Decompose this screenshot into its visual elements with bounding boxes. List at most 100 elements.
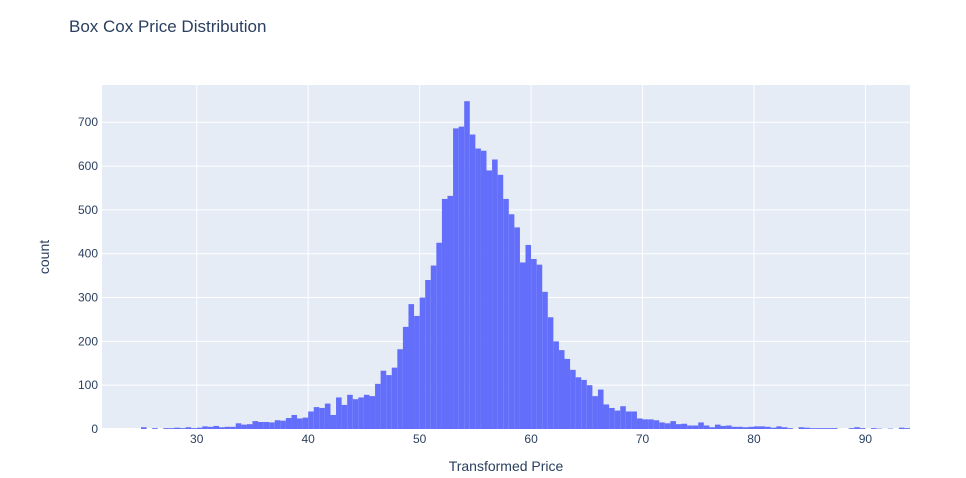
x-axis-ticks: 30 40 50 60 70 80 90 — [190, 432, 872, 446]
histogram-bar — [592, 396, 598, 429]
histogram-bar — [235, 423, 242, 429]
histogram-bar — [904, 428, 910, 429]
histogram-bar — [152, 428, 158, 429]
histogram-bar — [336, 397, 342, 429]
histogram-bar — [269, 422, 275, 429]
histogram-bar — [163, 428, 169, 429]
histogram-bar — [815, 428, 821, 429]
histogram-bar — [230, 426, 236, 429]
histogram-bar — [581, 379, 587, 429]
histogram-bar — [464, 101, 470, 429]
histogram-bar — [553, 341, 559, 429]
histogram-bar — [363, 394, 370, 429]
histogram-bar — [497, 174, 504, 429]
y-tick-label: 200 — [78, 334, 98, 348]
y-tick-label: 400 — [78, 247, 98, 261]
histogram-bar — [492, 159, 498, 429]
histogram-bar — [898, 427, 905, 429]
histogram-bar — [787, 428, 793, 429]
x-axis-title: Transformed Price — [449, 458, 564, 474]
histogram-bar — [347, 394, 353, 429]
histogram-bar — [826, 428, 832, 429]
histogram-bar — [480, 150, 487, 429]
histogram-bar — [386, 375, 392, 429]
x-tick-label: 40 — [301, 432, 315, 446]
histogram-bar — [770, 427, 777, 429]
histogram-bar — [174, 427, 181, 429]
histogram-bar — [631, 411, 637, 429]
histogram-bar — [731, 426, 738, 429]
histogram-bar — [258, 421, 264, 429]
histogram-bar — [620, 406, 626, 429]
y-tick-label: 700 — [78, 115, 98, 129]
histogram-bar — [809, 428, 816, 429]
bars — [141, 101, 910, 430]
histogram-bar — [681, 423, 688, 429]
histogram-bar — [586, 385, 593, 429]
histogram-bar — [324, 403, 331, 429]
x-tick-label: 80 — [747, 432, 761, 446]
histogram-bar — [469, 134, 476, 429]
x-tick-label: 60 — [524, 432, 538, 446]
histogram-bar — [659, 422, 665, 429]
histogram-bar — [547, 317, 554, 429]
histogram-bar — [436, 242, 442, 429]
histogram-bar — [709, 427, 715, 429]
y-tick-label: 100 — [78, 378, 98, 392]
histogram-bar — [408, 304, 415, 429]
histogram-bar — [536, 264, 543, 429]
histogram-bar — [302, 417, 309, 429]
histogram-bar — [475, 148, 481, 430]
histogram-bar — [675, 424, 682, 429]
histogram-bar — [414, 315, 420, 429]
histogram-bar — [759, 426, 766, 429]
histogram-bar — [369, 396, 376, 429]
histogram-bar — [207, 426, 214, 429]
histogram-bar — [330, 414, 337, 429]
y-axis-title: count — [36, 240, 52, 274]
histogram-bar — [614, 410, 621, 429]
histogram-bar — [603, 404, 610, 429]
histogram-bar — [185, 427, 192, 429]
histogram-bar — [419, 297, 426, 429]
y-tick-label: 300 — [78, 291, 98, 305]
histogram-bar — [441, 198, 448, 429]
histogram-bar — [447, 195, 454, 429]
histogram-bar — [313, 407, 320, 429]
x-tick-label: 70 — [636, 432, 650, 446]
x-tick-label: 90 — [859, 432, 873, 446]
histogram-bar — [358, 397, 364, 429]
histogram-bar — [670, 421, 676, 429]
histogram-bar — [141, 427, 147, 429]
histogram-bar — [341, 404, 348, 429]
histogram-bar — [486, 170, 493, 430]
histogram-bar — [558, 350, 565, 429]
histogram-bar — [687, 425, 693, 429]
chart-title: Box Cox Price Distribution — [69, 17, 267, 36]
histogram-bar — [224, 426, 231, 429]
histogram-bar — [519, 262, 526, 429]
histogram-bar — [648, 419, 654, 429]
histogram-bar — [653, 420, 660, 429]
histogram-bar — [191, 428, 197, 429]
histogram-bar — [380, 370, 387, 429]
histogram-bar — [319, 407, 325, 429]
histogram-bar — [798, 427, 805, 429]
histogram-bar — [180, 428, 186, 429]
histogram-bar — [609, 407, 615, 429]
histogram-bar — [564, 358, 571, 429]
histogram-bar — [854, 427, 860, 429]
histogram-bar — [263, 421, 270, 429]
histogram-bar — [308, 411, 314, 429]
histogram-bar — [859, 428, 866, 429]
histogram-bar — [753, 426, 760, 429]
y-tick-label: 600 — [78, 159, 98, 173]
x-tick-label: 50 — [413, 432, 427, 446]
histogram-bar — [430, 265, 437, 429]
y-axis-ticks: 0 100 200 300 400 500 600 700 — [78, 115, 98, 436]
histogram-bar — [720, 425, 727, 429]
histogram-bar — [391, 367, 398, 429]
histogram-bar — [570, 369, 576, 429]
histogram-bar — [213, 425, 220, 429]
